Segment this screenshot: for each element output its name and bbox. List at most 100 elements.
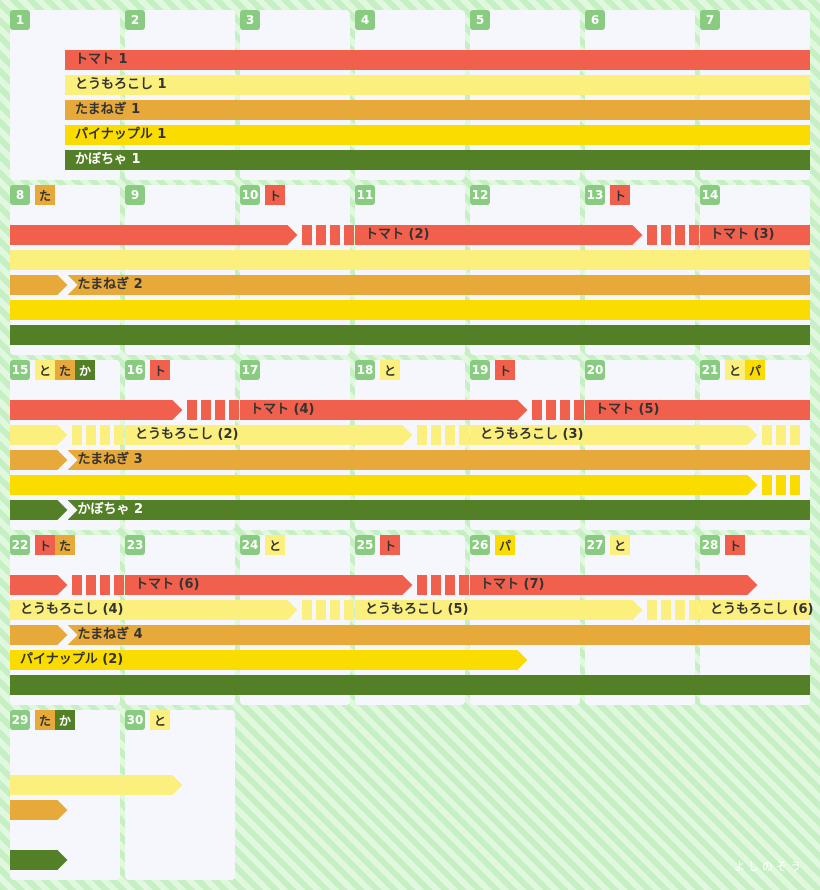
harvest-badge-corn: と xyxy=(150,710,170,730)
tomato-growing-gap xyxy=(113,575,124,595)
tomato-bar[interactable]: トマト (6) xyxy=(125,575,413,595)
tomato-bar[interactable]: トマト (3) xyxy=(700,225,810,245)
day-number: 12 xyxy=(470,185,490,205)
tomato-growing-gap xyxy=(688,225,699,245)
tomato-bar[interactable] xyxy=(10,575,68,595)
pineapple-growing-gap xyxy=(775,475,786,495)
tomato-bar[interactable]: トマト (5) xyxy=(585,400,810,420)
corn-growing-gap xyxy=(761,425,772,445)
day-number: 23 xyxy=(125,535,145,555)
onion-bar[interactable]: たまねぎ 2 xyxy=(67,275,810,295)
pineapple-bar[interactable] xyxy=(10,475,758,495)
corn-bar[interactable]: とうもろこし 1 xyxy=(65,75,810,95)
harvest-badge-tomato: ト xyxy=(150,360,170,380)
day-number: 5 xyxy=(470,10,490,30)
corn-growing-gap xyxy=(71,425,82,445)
tomato-growing-gap xyxy=(343,225,354,245)
harvest-badge-tomato: ト xyxy=(380,535,400,555)
harvest-badge-pineapple: パ xyxy=(745,360,765,380)
tomato-growing-gap xyxy=(674,225,685,245)
corn-growing-gap xyxy=(301,600,312,620)
tomato-growing-gap xyxy=(329,225,340,245)
day-number: 10 xyxy=(240,185,260,205)
tomato-bar[interactable]: トマト (7) xyxy=(470,575,758,595)
onion-bar[interactable] xyxy=(10,625,68,645)
tomato-growing-gap xyxy=(416,575,427,595)
pineapple-bar[interactable] xyxy=(10,300,810,320)
corn-bar[interactable]: とうもろこし (2) xyxy=(125,425,413,445)
day-number: 2 xyxy=(125,10,145,30)
day-number: 17 xyxy=(240,360,260,380)
tomato-growing-gap xyxy=(646,225,657,245)
day-number: 19 xyxy=(470,360,490,380)
harvest-badge-pumpkin: か xyxy=(55,710,75,730)
tomato-bar[interactable] xyxy=(10,225,298,245)
day-number: 7 xyxy=(700,10,720,30)
onion-bar[interactable]: たまねぎ 4 xyxy=(67,625,810,645)
pineapple-bar[interactable]: パイナップル (2) xyxy=(10,650,528,670)
tomato-growing-gap xyxy=(200,400,211,420)
day-number: 28 xyxy=(700,535,720,555)
day-number: 30 xyxy=(125,710,145,730)
corn-bar[interactable]: とうもろこし (5) xyxy=(355,600,643,620)
harvest-badge-onion: た xyxy=(55,535,75,555)
harvest-badge-tomato: ト xyxy=(265,185,285,205)
day-number: 1 xyxy=(10,10,30,30)
pumpkin-bar[interactable] xyxy=(10,675,810,695)
pumpkin-bar[interactable] xyxy=(10,850,68,870)
corn-bar[interactable]: とうもろこし (3) xyxy=(470,425,758,445)
onion-bar[interactable] xyxy=(10,800,68,820)
tomato-bar[interactable]: トマト (4) xyxy=(240,400,528,420)
tomato-growing-gap xyxy=(71,575,82,595)
tomato-bar[interactable]: トマト (2) xyxy=(355,225,643,245)
corn-growing-gap xyxy=(315,600,326,620)
pineapple-growing-gap xyxy=(761,475,772,495)
tomato-growing-gap xyxy=(228,400,239,420)
onion-bar[interactable]: たまねぎ 3 xyxy=(67,450,810,470)
harvest-badge-tomato: ト xyxy=(495,360,515,380)
corn-growing-gap xyxy=(343,600,354,620)
corn-bar[interactable] xyxy=(10,425,68,445)
day-number: 18 xyxy=(355,360,375,380)
tomato-bar[interactable]: トマト 1 xyxy=(65,50,810,70)
corn-bar[interactable] xyxy=(10,250,810,270)
day-number: 15 xyxy=(10,360,30,380)
day-number: 6 xyxy=(585,10,605,30)
onion-bar[interactable] xyxy=(10,275,68,295)
onion-bar[interactable]: たまねぎ 1 xyxy=(65,100,810,120)
corn-growing-gap xyxy=(444,425,455,445)
onion-bar[interactable] xyxy=(10,450,68,470)
pumpkin-bar[interactable] xyxy=(10,325,810,345)
day-number: 22 xyxy=(10,535,30,555)
corn-growing-gap xyxy=(789,425,800,445)
corn-bar[interactable] xyxy=(10,775,183,795)
day-number: 24 xyxy=(240,535,260,555)
day-number: 14 xyxy=(700,185,720,205)
tomato-growing-gap xyxy=(315,225,326,245)
corn-growing-gap xyxy=(646,600,657,620)
day-cell[interactable] xyxy=(125,710,235,880)
corn-growing-gap xyxy=(775,425,786,445)
corn-growing-gap xyxy=(674,600,685,620)
corn-growing-gap xyxy=(660,600,671,620)
harvest-badge-corn: と xyxy=(725,360,745,380)
tomato-growing-gap xyxy=(531,400,542,420)
corn-growing-gap xyxy=(430,425,441,445)
pineapple-bar[interactable]: パイナップル 1 xyxy=(65,125,810,145)
day-number: 27 xyxy=(585,535,605,555)
pumpkin-bar[interactable]: かぼちゃ 2 xyxy=(67,500,810,520)
watermark: よしのそう xyxy=(734,860,804,873)
corn-bar[interactable]: とうもろこし (6) xyxy=(700,600,813,620)
corn-bar[interactable]: とうもろこし (4) xyxy=(10,600,298,620)
harvest-badge-corn: と xyxy=(610,535,630,555)
pumpkin-bar[interactable] xyxy=(10,500,68,520)
day-number: 3 xyxy=(240,10,260,30)
day-number: 20 xyxy=(585,360,605,380)
day-number: 9 xyxy=(125,185,145,205)
tomato-growing-gap xyxy=(430,575,441,595)
tomato-bar[interactable] xyxy=(10,400,183,420)
pumpkin-bar[interactable]: かぼちゃ 1 xyxy=(65,150,810,170)
day-number: 11 xyxy=(355,185,375,205)
day-number: 16 xyxy=(125,360,145,380)
